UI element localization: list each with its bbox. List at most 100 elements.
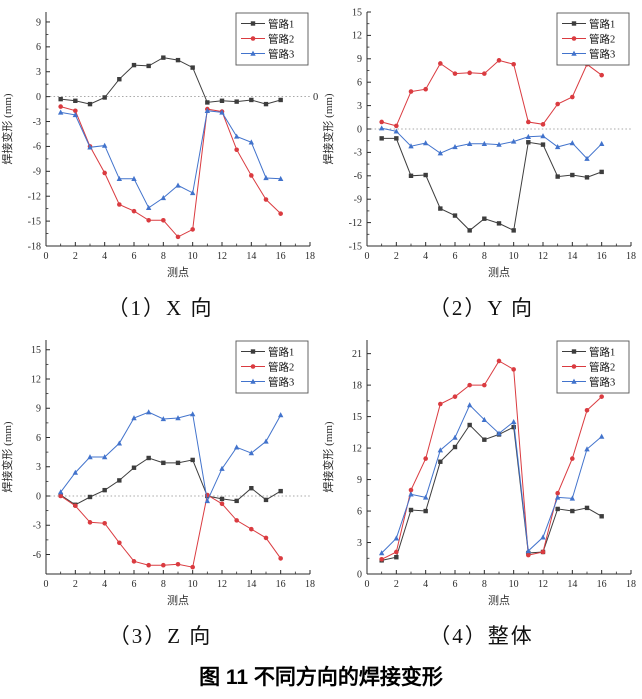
- svg-text:管路1: 管路1: [268, 346, 294, 359]
- svg-text:18: 18: [626, 579, 636, 590]
- svg-text:6: 6: [36, 42, 41, 53]
- chart-y-direction: -15 -12 -9 -6 -3 0 3 6 9 12 15 0 2 4 6 8 10 12 14 16 18 焊接变形 …: [321, 0, 642, 286]
- svg-text:12: 12: [217, 579, 227, 590]
- svg-text:-6: -6: [354, 171, 362, 182]
- svg-text:9: 9: [357, 475, 362, 486]
- svg-text:-12: -12: [28, 192, 41, 203]
- svg-text:0: 0: [365, 579, 370, 590]
- cell-x-direction: 0 -18 -15 -12 -9 -6 -3 0 3 6 9 0 2 4 6 8 10 12 14 16 18 焊接变形 …: [0, 0, 321, 328]
- svg-text:0: 0: [36, 92, 41, 103]
- svg-text:0: 0: [357, 569, 362, 580]
- svg-text:-18: -18: [28, 241, 41, 252]
- svg-text:18: 18: [305, 251, 315, 262]
- subplot-caption-3: （3）Z 向: [108, 624, 213, 648]
- svg-text:4: 4: [423, 251, 428, 262]
- svg-text:-6: -6: [33, 142, 41, 153]
- svg-text:-9: -9: [33, 167, 41, 178]
- subplot-caption-1: （1）X 向: [107, 296, 214, 320]
- svg-text:-3: -3: [354, 148, 362, 159]
- svg-text:14: 14: [567, 579, 577, 590]
- svg-text:10: 10: [509, 579, 519, 590]
- svg-text:测点: 测点: [167, 266, 189, 279]
- svg-text:16: 16: [597, 579, 607, 590]
- svg-text:-15: -15: [28, 216, 41, 227]
- svg-text:管路2: 管路2: [268, 361, 294, 374]
- svg-text:8: 8: [161, 579, 166, 590]
- svg-text:18: 18: [626, 251, 636, 262]
- svg-text:16: 16: [276, 579, 286, 590]
- svg-text:焊接变形 (mm): 焊接变形 (mm): [0, 93, 14, 165]
- svg-text:-9: -9: [354, 195, 362, 206]
- svg-text:-6: -6: [33, 550, 41, 561]
- svg-text:管路3: 管路3: [268, 376, 294, 389]
- svg-text:0: 0: [365, 251, 370, 262]
- svg-text:4: 4: [102, 579, 107, 590]
- svg-text:-3: -3: [33, 117, 41, 128]
- svg-text:4: 4: [102, 251, 107, 262]
- svg-text:21: 21: [352, 349, 362, 360]
- svg-text:6: 6: [36, 433, 41, 444]
- svg-text:16: 16: [597, 251, 607, 262]
- svg-text:0: 0: [313, 92, 318, 103]
- svg-text:14: 14: [567, 251, 577, 262]
- svg-text:12: 12: [538, 579, 548, 590]
- svg-text:6: 6: [453, 251, 458, 262]
- svg-text:6: 6: [357, 506, 362, 517]
- svg-text:12: 12: [217, 251, 227, 262]
- svg-text:6: 6: [453, 579, 458, 590]
- svg-text:-12: -12: [349, 218, 362, 229]
- cell-z-direction: -6 -3 0 3 6 9 12 15 0 2 4 6 8 10 12 14 16 18 焊接变形 (mm) 测点 管路…: [0, 328, 321, 656]
- svg-text:测点: 测点: [488, 594, 510, 607]
- svg-text:3: 3: [36, 462, 41, 473]
- subplot-caption-2: （2）Y 向: [428, 296, 535, 320]
- svg-text:-15: -15: [349, 241, 362, 252]
- svg-text:0: 0: [44, 251, 49, 262]
- svg-text:14: 14: [246, 251, 256, 262]
- svg-text:3: 3: [357, 538, 362, 549]
- cell-overall: 0 3 6 9 12 15 18 21 0 2 4 6 8 10 12 14 16 18 焊接变形 (mm) 测点 管路…: [321, 328, 642, 656]
- svg-text:管路1: 管路1: [589, 18, 615, 31]
- svg-text:6: 6: [357, 78, 362, 89]
- subplot-caption-4: （4）整体: [429, 624, 534, 648]
- svg-text:4: 4: [423, 579, 428, 590]
- svg-text:15: 15: [352, 7, 362, 18]
- svg-text:管路2: 管路2: [589, 361, 615, 374]
- svg-text:8: 8: [161, 251, 166, 262]
- svg-text:管路3: 管路3: [589, 376, 615, 389]
- svg-text:6: 6: [132, 251, 137, 262]
- chart-grid: 0 -18 -15 -12 -9 -6 -3 0 3 6 9 0 2 4 6 8 10 12 14 16 18 焊接变形 …: [0, 0, 642, 656]
- svg-text:测点: 测点: [167, 594, 189, 607]
- svg-text:2: 2: [394, 579, 399, 590]
- svg-text:3: 3: [357, 101, 362, 112]
- svg-text:8: 8: [482, 579, 487, 590]
- chart-overall: 0 3 6 9 12 15 18 21 0 2 4 6 8 10 12 14 16 18 焊接变形 (mm) 测点 管路…: [321, 328, 642, 614]
- svg-text:管路1: 管路1: [589, 346, 615, 359]
- svg-text:12: 12: [31, 374, 41, 385]
- svg-text:8: 8: [482, 251, 487, 262]
- svg-text:管路3: 管路3: [589, 48, 615, 61]
- svg-text:管路1: 管路1: [268, 18, 294, 31]
- svg-text:焊接变形 (mm): 焊接变形 (mm): [321, 421, 335, 493]
- svg-text:9: 9: [36, 17, 41, 28]
- svg-text:焊接变形 (mm): 焊接变形 (mm): [0, 421, 14, 493]
- svg-text:0: 0: [357, 124, 362, 135]
- svg-text:焊接变形 (mm): 焊接变形 (mm): [321, 93, 335, 165]
- svg-text:10: 10: [188, 579, 198, 590]
- svg-text:10: 10: [509, 251, 519, 262]
- svg-text:管路2: 管路2: [589, 33, 615, 46]
- svg-text:-3: -3: [33, 521, 41, 532]
- svg-text:2: 2: [73, 251, 78, 262]
- svg-text:16: 16: [276, 251, 286, 262]
- svg-text:12: 12: [352, 31, 362, 42]
- svg-text:2: 2: [394, 251, 399, 262]
- svg-text:9: 9: [36, 404, 41, 415]
- svg-text:6: 6: [132, 579, 137, 590]
- cell-y-direction: -15 -12 -9 -6 -3 0 3 6 9 12 15 0 2 4 6 8 10 12 14 16 18 焊接变形 …: [321, 0, 642, 328]
- svg-text:18: 18: [305, 579, 315, 590]
- svg-text:0: 0: [36, 491, 41, 502]
- svg-text:12: 12: [538, 251, 548, 262]
- svg-text:15: 15: [31, 345, 41, 356]
- svg-text:10: 10: [188, 251, 198, 262]
